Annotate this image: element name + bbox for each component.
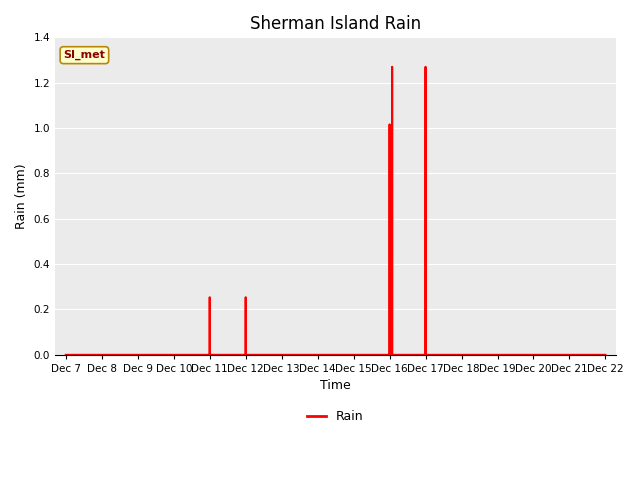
Title: Sherman Island Rain: Sherman Island Rain <box>250 15 421 33</box>
X-axis label: Time: Time <box>320 379 351 393</box>
Legend: Rain: Rain <box>303 405 369 428</box>
Y-axis label: Rain (mm): Rain (mm) <box>15 163 28 229</box>
Text: SI_met: SI_met <box>63 50 106 60</box>
